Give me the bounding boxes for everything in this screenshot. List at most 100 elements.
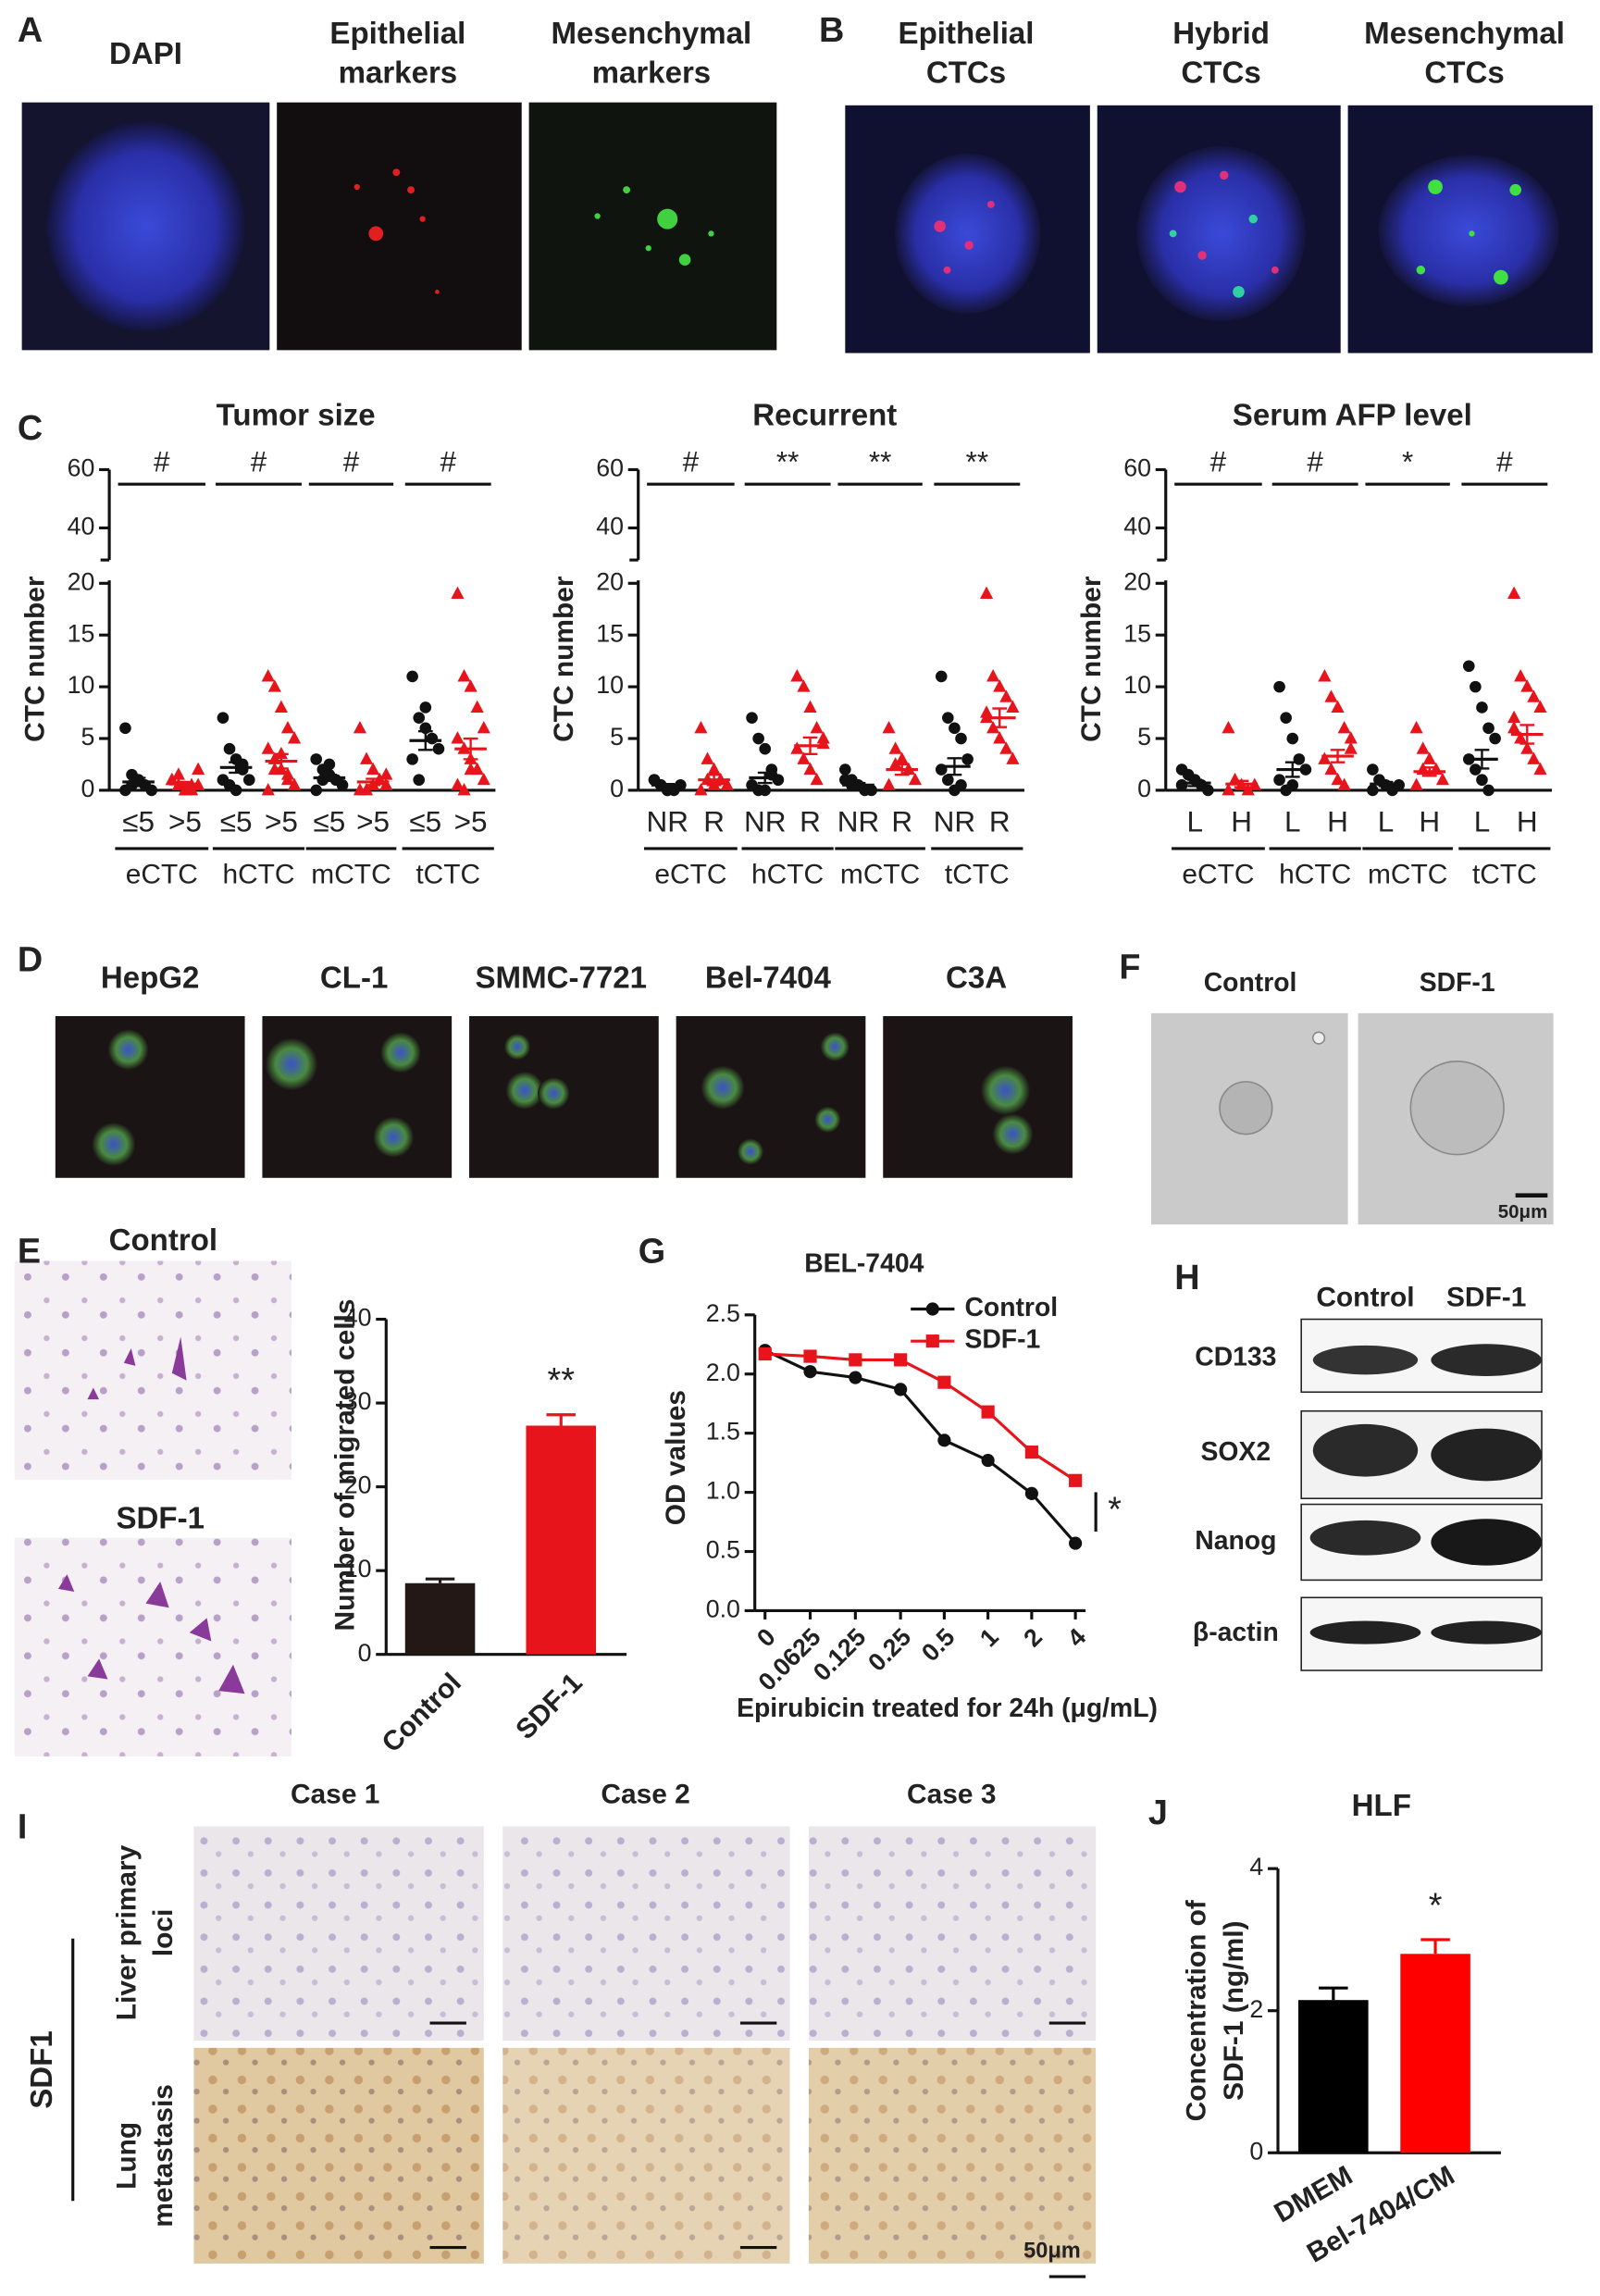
data-point — [790, 741, 804, 754]
sphere-images — [1150, 1012, 1554, 1225]
error-bar — [1420, 1938, 1450, 1955]
data-point — [1476, 774, 1488, 787]
data-point — [1273, 774, 1285, 787]
condition-label: L — [1378, 804, 1395, 838]
sem-bar — [706, 773, 722, 787]
y-tick-label: 10 — [68, 671, 95, 699]
dots — [1169, 170, 1279, 298]
y-tick-label: 5 — [81, 723, 94, 751]
data-point — [267, 679, 281, 692]
y-tick-label: 20 — [596, 567, 624, 595]
y-tick-label: 2.5 — [706, 1299, 740, 1327]
y-tick-label: 40 — [596, 513, 624, 540]
data-point — [1520, 741, 1534, 754]
data-point — [464, 679, 478, 692]
bar — [1400, 1954, 1470, 2153]
data-point — [1006, 700, 1020, 713]
data-point — [797, 751, 811, 764]
y-tick-label: 2.0 — [706, 1359, 740, 1386]
data-point — [310, 753, 323, 765]
data-point — [999, 741, 1013, 754]
data-point — [986, 669, 1000, 682]
y-tick-label: 40 — [1123, 513, 1151, 540]
data-point — [979, 705, 994, 718]
y-tick-label: 0 — [1249, 2137, 1263, 2165]
data-point — [810, 720, 824, 734]
data-point — [413, 712, 426, 724]
legend-marker — [925, 1302, 939, 1316]
y-tick-label: 10 — [344, 1555, 372, 1582]
data-point — [1331, 700, 1345, 713]
image-title: Epithelial — [329, 17, 465, 51]
panel-letter: I — [18, 1808, 28, 1847]
condition-label: >5 — [454, 804, 488, 838]
y-tick-label: 5 — [1137, 723, 1151, 751]
data-point — [280, 767, 295, 780]
image-title: Control — [109, 1223, 217, 1258]
data-point — [1489, 732, 1501, 745]
x-axis-label: Epirubicin treated for 24h (μg/mL) — [737, 1694, 1158, 1723]
data-point — [1416, 741, 1430, 754]
x-tick-label: 1 — [974, 1623, 1004, 1653]
data-point — [274, 700, 288, 713]
image — [277, 102, 522, 351]
sem-bar — [1187, 778, 1203, 788]
chart-title: Serum AFP level — [1233, 399, 1472, 433]
panel-letter: E — [18, 1233, 41, 1272]
data-point — [942, 774, 954, 787]
y-tick-label: 40 — [68, 513, 95, 540]
sem-bar — [947, 757, 962, 776]
data-point — [1367, 763, 1379, 776]
data-point — [937, 1433, 951, 1447]
group-label: mCTC — [311, 860, 391, 890]
data-point — [961, 753, 974, 765]
data-point — [470, 700, 484, 713]
data-point — [1482, 784, 1495, 797]
sem-bar — [229, 761, 243, 775]
bar — [1298, 2000, 1369, 2153]
stain-label: SDF1 — [25, 2030, 59, 2108]
data-point — [379, 777, 393, 790]
dots — [353, 168, 440, 294]
image-title: Epithelial — [899, 17, 1035, 51]
data-point — [1337, 777, 1351, 790]
cell-line-label: SMMC-7721 — [476, 961, 648, 995]
condition-label: L — [1474, 804, 1491, 838]
y-tick-label: 40 — [344, 1304, 372, 1332]
data-point — [1241, 783, 1255, 796]
y-tick-label: 0 — [358, 1639, 372, 1667]
data-point — [1024, 1486, 1038, 1500]
group-label: eCTC — [1182, 860, 1254, 890]
row-label: Liver primary — [111, 1844, 142, 2020]
data-point — [1507, 720, 1521, 734]
data-point — [949, 722, 961, 735]
y-tick-label: 60 — [596, 454, 624, 482]
blot-row: CD133 — [1195, 1343, 1276, 1372]
condition-label: H — [1517, 804, 1538, 838]
condition-label: NR — [934, 804, 975, 838]
y-tick-label: 60 — [68, 454, 95, 482]
data-point — [865, 784, 877, 797]
data-point — [746, 712, 758, 724]
series-line — [764, 1352, 1076, 1483]
cell-line-label: HepG2 — [101, 961, 200, 995]
x-tick-label: 0.125 — [808, 1623, 872, 1687]
cell-line-label: C3A — [946, 961, 1007, 995]
data-point — [1222, 783, 1235, 796]
data-point — [1533, 762, 1547, 776]
data-point — [242, 774, 255, 787]
significance-label: ** — [776, 444, 800, 478]
data-point — [1462, 660, 1475, 673]
nucleus — [894, 153, 1041, 314]
significance-label: # — [1496, 444, 1513, 478]
x-tick-label: SDF-1 — [510, 1668, 588, 1745]
data-point — [457, 669, 471, 682]
condition-label: >5 — [356, 804, 390, 838]
data-point — [261, 669, 275, 682]
y-tick-label: 10 — [1123, 671, 1151, 699]
data-point — [839, 763, 851, 776]
case-label: Case 1 — [291, 1779, 379, 1809]
data-point — [287, 731, 302, 744]
data-point — [477, 772, 490, 786]
legend-label: SDF-1 — [964, 1325, 1040, 1355]
